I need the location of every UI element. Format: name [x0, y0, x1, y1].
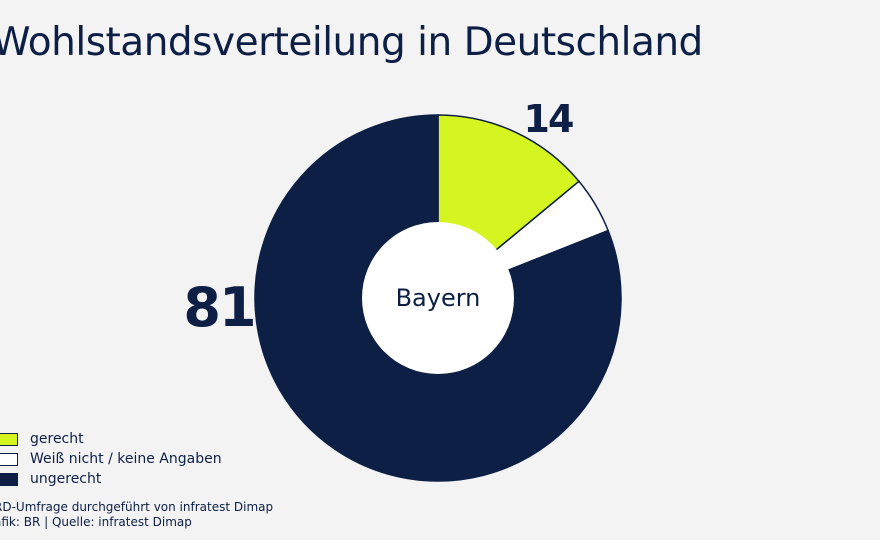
data-label-ungerecht: 81 [183, 276, 254, 339]
legend-label-gerecht: gerecht [30, 431, 84, 447]
source-line-graphic: afik: BR | Quelle: infratest Dimap [0, 515, 192, 529]
value-labels: 14 81 [183, 97, 575, 339]
legend: gerecht Weiß nicht / keine Angaben unger… [0, 429, 222, 489]
slice-ungerecht [254, 114, 622, 482]
data-label-gerecht: 14 [524, 97, 573, 141]
legend-swatch-weiss-nicht [0, 452, 18, 466]
donut-hole [362, 222, 514, 374]
legend-swatch-ungerecht [0, 472, 18, 486]
source-line-survey: RD-Umfrage durchgeführt von infratest Di… [0, 500, 274, 514]
legend-item-weiss-nicht: Weiß nicht / keine Angaben [0, 449, 222, 469]
legend-label-weiss-nicht: Weiß nicht / keine Angaben [30, 451, 222, 467]
legend-item-gerecht: gerecht [0, 429, 222, 449]
center-label: Bayern [396, 284, 481, 312]
source-credits: RD-Umfrage durchgeführt von infratest Di… [0, 500, 273, 530]
legend-swatch-gerecht [0, 432, 18, 446]
legend-label-ungerecht: ungerecht [30, 471, 102, 487]
legend-item-ungerecht: ungerecht [0, 469, 222, 489]
chart-title: Wohlstandsverteilung in Deutschland [0, 20, 703, 65]
